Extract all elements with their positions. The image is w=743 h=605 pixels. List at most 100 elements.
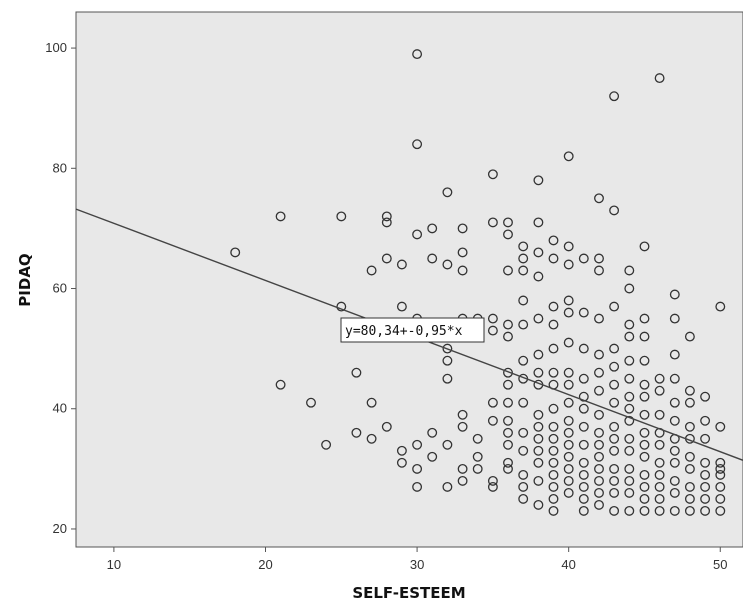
data-point	[578, 457, 589, 468]
data-point	[639, 439, 650, 450]
data-point	[715, 463, 726, 474]
x-axis-ticks: 10 20 30 40 50	[107, 547, 727, 572]
data-point	[624, 265, 635, 276]
y-tick-label: 80	[53, 160, 67, 175]
data-point	[533, 367, 544, 378]
data-point	[518, 427, 529, 438]
data-point	[503, 265, 513, 276]
data-point	[472, 451, 483, 462]
data-point	[639, 469, 650, 480]
data-point	[487, 217, 498, 228]
data-point	[230, 247, 241, 258]
data-point	[518, 481, 529, 492]
data-point	[427, 253, 438, 264]
data-point	[639, 241, 650, 252]
equation-box-frame	[340, 317, 485, 343]
data-point	[609, 421, 620, 432]
data-point	[563, 295, 574, 306]
data-point	[578, 373, 589, 384]
data-point	[563, 475, 574, 486]
data-point	[351, 367, 362, 378]
data-point	[578, 403, 589, 414]
data-point	[548, 319, 559, 330]
data-point	[609, 343, 620, 354]
data-point	[412, 139, 423, 150]
data-point	[563, 451, 574, 462]
data-point	[594, 265, 604, 276]
data-point	[503, 379, 513, 390]
data-point	[457, 247, 468, 258]
data-point	[366, 397, 377, 408]
data-point	[442, 187, 453, 198]
data-point	[669, 487, 680, 498]
data-point	[563, 151, 574, 162]
data-point	[669, 313, 680, 324]
data-point	[578, 439, 589, 450]
data-point	[533, 445, 544, 456]
data-point	[609, 463, 620, 474]
data-point	[336, 211, 347, 222]
data-point	[639, 505, 650, 516]
data-point	[654, 457, 665, 468]
data-point	[700, 433, 711, 444]
data-point	[563, 463, 574, 474]
data-point	[715, 301, 726, 312]
data-point	[594, 499, 604, 510]
plot-area	[75, 11, 743, 548]
data-point	[624, 433, 635, 444]
data-point	[654, 439, 665, 450]
x-tick-label: 30	[410, 557, 424, 572]
data-point	[578, 493, 589, 504]
data-point	[684, 451, 695, 462]
data-point	[442, 373, 453, 384]
data-point	[548, 445, 559, 456]
data-point	[624, 445, 635, 456]
data-point	[518, 241, 529, 252]
data-point	[548, 403, 559, 414]
data-point	[578, 307, 589, 318]
data-point	[518, 493, 529, 504]
data-point	[457, 463, 468, 474]
data-point	[442, 259, 453, 270]
data-point	[594, 409, 604, 420]
data-point	[594, 487, 604, 498]
data-point	[396, 457, 407, 468]
data-point	[533, 475, 544, 486]
data-point	[669, 397, 680, 408]
data-point	[563, 367, 574, 378]
data-point	[381, 421, 392, 432]
data-point	[548, 301, 559, 312]
data-point	[594, 193, 604, 204]
data-point	[457, 475, 468, 486]
data-point	[563, 307, 574, 318]
data-point	[609, 433, 620, 444]
data-point	[563, 487, 574, 498]
data-point	[533, 421, 544, 432]
y-tick-label: 40	[53, 401, 67, 416]
data-point	[533, 457, 544, 468]
data-point	[518, 397, 529, 408]
data-point	[684, 463, 695, 474]
data-point	[624, 415, 635, 426]
data-point	[533, 217, 544, 228]
data-point	[639, 313, 650, 324]
data-point	[366, 265, 377, 276]
x-tick-label: 20	[258, 557, 272, 572]
data-point	[563, 439, 574, 450]
data-point	[700, 469, 711, 480]
data-point	[684, 397, 695, 408]
data-point	[533, 247, 544, 258]
data-point	[715, 457, 726, 468]
data-point	[715, 493, 726, 504]
data-point	[548, 457, 559, 468]
data-point	[518, 253, 529, 264]
data-point	[503, 319, 513, 330]
equation-box: y=80,34+-0,95*x	[340, 317, 485, 343]
data-point	[563, 241, 574, 252]
data-point	[700, 481, 711, 492]
data-point	[700, 505, 711, 516]
data-point	[639, 331, 650, 342]
data-point	[639, 379, 650, 390]
data-point	[533, 349, 544, 360]
data-point	[548, 505, 559, 516]
